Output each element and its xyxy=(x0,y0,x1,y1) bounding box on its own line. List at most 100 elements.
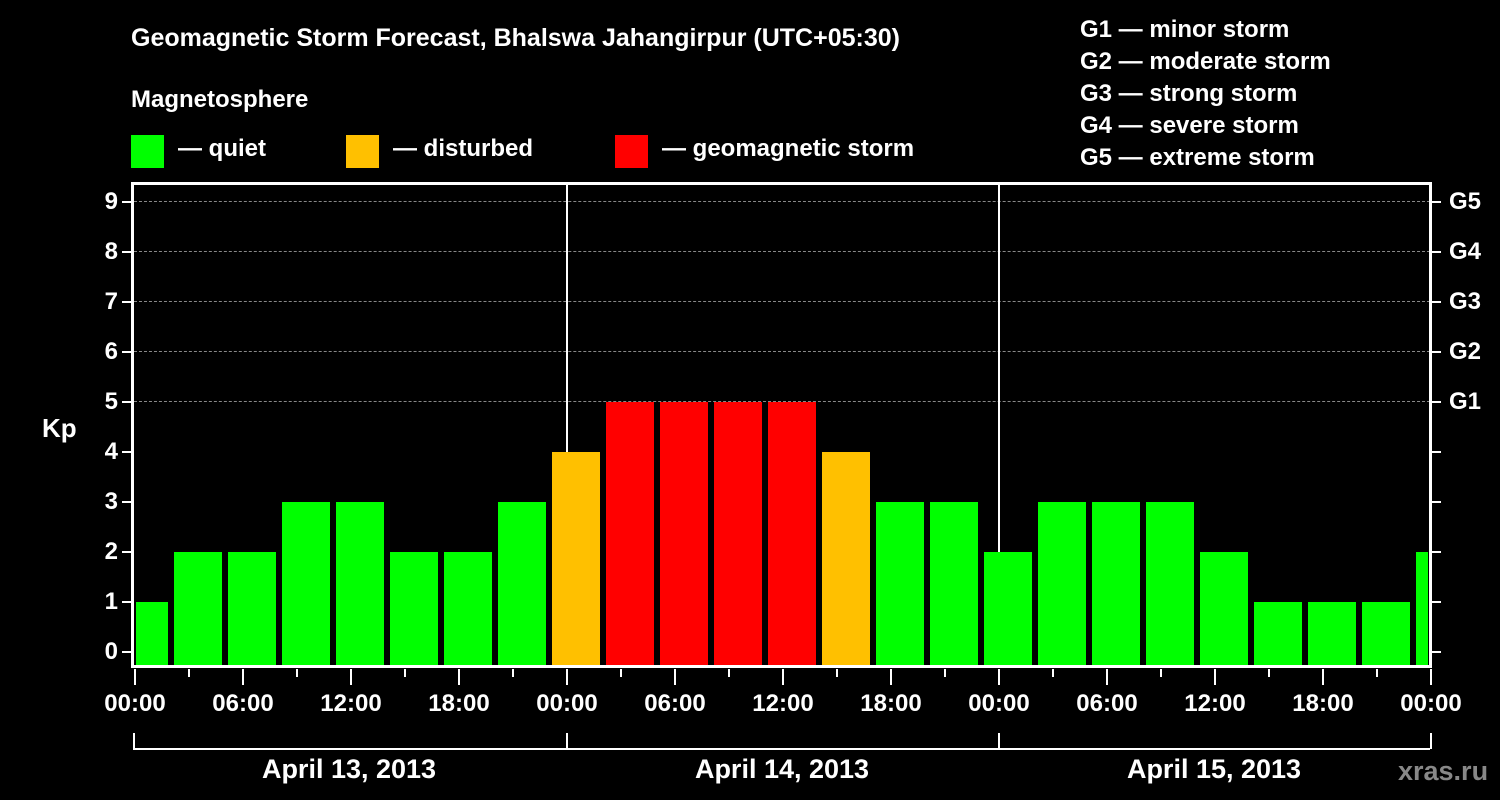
kp-bar xyxy=(660,402,708,667)
x-tick-label: 06:00 xyxy=(1076,690,1138,717)
right-tick xyxy=(1432,551,1441,553)
x-tick xyxy=(242,669,244,685)
x-tick xyxy=(728,669,730,677)
x-tick xyxy=(836,669,838,677)
g-scale-item: G3 — strong storm xyxy=(1080,80,1298,107)
date-bracket-tick xyxy=(998,733,1000,749)
y-tick-label: 7 xyxy=(104,288,118,315)
y-tick-label: 0 xyxy=(104,638,118,665)
gridline-5 xyxy=(134,401,1430,402)
x-tick-label: 12:00 xyxy=(1184,690,1246,717)
y-tick-label: 9 xyxy=(104,188,118,215)
g-tick-label: G3 xyxy=(1449,288,1482,315)
x-tick xyxy=(1430,669,1432,685)
kp-bar xyxy=(1038,502,1086,667)
kp-bar xyxy=(498,502,546,667)
y-tick-label: 4 xyxy=(104,438,118,465)
watermark: xras.ru xyxy=(1398,756,1489,786)
y-tick xyxy=(122,601,131,603)
y-tick-label: 2 xyxy=(104,538,118,565)
x-tick xyxy=(566,669,568,685)
x-tick-label: 00:00 xyxy=(536,690,598,717)
x-tick xyxy=(134,669,136,685)
y-tick xyxy=(122,451,131,453)
x-tick-label: 18:00 xyxy=(1292,690,1354,717)
kp-bar xyxy=(282,502,330,667)
day-separator xyxy=(566,182,568,452)
gridline-8 xyxy=(134,251,1430,252)
x-tick xyxy=(944,669,946,677)
y-tick-label: 5 xyxy=(104,388,118,415)
kp-bar xyxy=(136,602,168,667)
g-scale-item: G2 — moderate storm xyxy=(1080,48,1331,75)
x-tick xyxy=(620,669,622,677)
right-tick xyxy=(1432,351,1441,353)
x-tick xyxy=(998,669,1000,685)
kp-bar xyxy=(552,452,600,667)
x-tick xyxy=(1160,669,1162,677)
x-tick-label: 06:00 xyxy=(644,690,706,717)
gridline-6 xyxy=(134,351,1430,352)
gridline-7 xyxy=(134,301,1430,302)
kp-bar xyxy=(714,402,762,667)
x-tick-label: 00:00 xyxy=(968,690,1030,717)
x-tick xyxy=(1214,669,1216,685)
x-tick xyxy=(188,669,190,677)
y-tick xyxy=(122,201,131,203)
kp-bar xyxy=(1146,502,1194,667)
date-bracket-tick xyxy=(1430,733,1432,749)
x-tick xyxy=(350,669,352,685)
y-tick xyxy=(122,651,131,653)
x-tick-label: 12:00 xyxy=(752,690,814,717)
x-tick xyxy=(458,669,460,685)
x-tick-label: 18:00 xyxy=(428,690,490,717)
g-scale-list: G1 — minor storm G2 — moderate storm G3 … xyxy=(1080,14,1331,174)
right-tick xyxy=(1432,651,1441,653)
y-tick xyxy=(122,301,131,303)
x-tick xyxy=(1376,669,1378,677)
date-bracket-line xyxy=(133,748,1430,750)
legend-swatch-disturbed xyxy=(346,135,379,168)
x-tick-label: 06:00 xyxy=(212,690,274,717)
y-tick xyxy=(122,501,131,503)
date-label: April 13, 2013 xyxy=(261,754,437,784)
x-tick xyxy=(404,669,406,677)
right-tick xyxy=(1432,401,1441,403)
kp-bar xyxy=(1308,602,1356,667)
kp-bar xyxy=(174,552,222,667)
y-tick-label: 1 xyxy=(104,588,118,615)
x-tick xyxy=(890,669,892,685)
x-tick xyxy=(1106,669,1108,685)
legend-title: Magnetosphere xyxy=(131,86,309,113)
kp-bar xyxy=(930,502,978,667)
day-separator xyxy=(998,182,1000,552)
x-tick-label: 00:00 xyxy=(104,690,166,717)
right-tick xyxy=(1432,501,1441,503)
date-label: April 14, 2013 xyxy=(694,754,870,784)
x-tick xyxy=(674,669,676,685)
x-tick xyxy=(1268,669,1270,677)
legend-swatch-storm xyxy=(615,135,648,168)
right-tick xyxy=(1432,301,1441,303)
kp-bar xyxy=(606,402,654,667)
y-tick-label: 3 xyxy=(104,488,118,515)
gridline-9 xyxy=(134,201,1430,202)
x-tick-label: 00:00 xyxy=(1400,690,1462,717)
g-scale-item: G4 — severe storm xyxy=(1080,112,1299,139)
g-scale-item: G5 — extreme storm xyxy=(1080,144,1315,171)
kp-bar xyxy=(1362,602,1410,667)
g-tick-label: G2 xyxy=(1449,338,1482,365)
right-tick xyxy=(1432,601,1441,603)
legend-label-storm: — geomagnetic storm xyxy=(662,135,915,162)
date-bracket-tick xyxy=(566,733,568,749)
x-tick xyxy=(1052,669,1054,677)
y-tick xyxy=(122,351,131,353)
x-tick-label: 18:00 xyxy=(860,690,922,717)
kp-bar xyxy=(1254,602,1302,667)
x-tick xyxy=(296,669,298,677)
kp-bar xyxy=(1092,502,1140,667)
kp-bar xyxy=(822,452,870,667)
kp-bar xyxy=(1416,552,1428,667)
y-tick-label: 8 xyxy=(104,238,118,265)
right-tick xyxy=(1432,451,1441,453)
